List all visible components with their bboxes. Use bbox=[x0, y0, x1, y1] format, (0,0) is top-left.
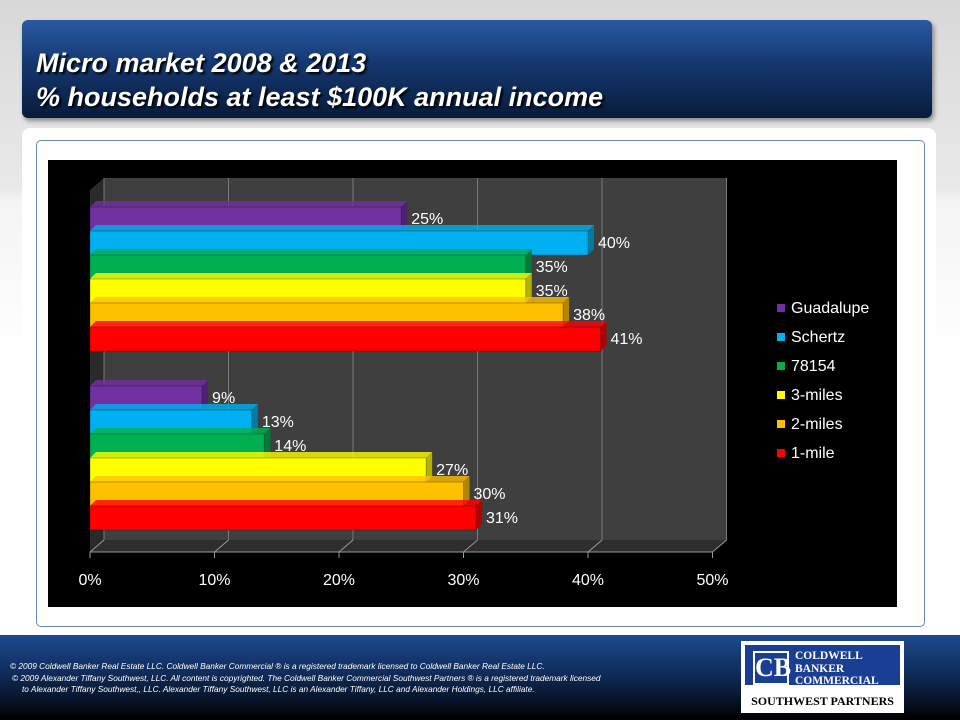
bar-1-mile bbox=[89, 505, 477, 531]
x-tick-label: 30% bbox=[447, 572, 479, 589]
bar-top bbox=[90, 225, 594, 231]
chart-area: 0% 10% 20% 30% 40% 50% 25% 40% 35% 35% 38% 41% 9% 13%… bbox=[48, 160, 897, 607]
cb-logo-icon: CB bbox=[753, 651, 791, 685]
gridline-floor bbox=[587, 539, 603, 553]
bar-side bbox=[202, 380, 209, 410]
footer-line-2: © 2009 Alexander Tiffany Southwest, LLC.… bbox=[12, 673, 601, 683]
bar-side bbox=[264, 428, 271, 458]
bar-1-mile bbox=[89, 326, 601, 352]
bar-top bbox=[90, 404, 258, 410]
title-line-1: Micro market 2008 & 2013 bbox=[36, 48, 367, 78]
gridline-floor bbox=[338, 539, 354, 553]
data-label: 31% bbox=[486, 510, 518, 527]
legend-swatch bbox=[777, 304, 785, 312]
bar-top bbox=[90, 476, 470, 482]
bar-side bbox=[525, 273, 532, 303]
bar-top bbox=[90, 249, 532, 255]
data-label: 14% bbox=[274, 438, 306, 455]
data-label: 30% bbox=[474, 486, 506, 503]
legend-label: Schertz bbox=[791, 329, 845, 346]
title-line-2: % households at least $100K annual incom… bbox=[36, 82, 604, 112]
gridline-floor bbox=[89, 539, 105, 553]
bar-top bbox=[90, 273, 532, 279]
legend-swatch bbox=[777, 449, 785, 457]
legend-label: 1-mile bbox=[791, 445, 835, 462]
data-label: 40% bbox=[598, 235, 630, 252]
footer-line-1: © 2009 Coldwell Banker Real Estate LLC. … bbox=[10, 661, 545, 671]
legend-swatch bbox=[777, 362, 785, 370]
bar-side bbox=[251, 404, 258, 434]
data-label: 41% bbox=[610, 331, 642, 348]
data-label: 35% bbox=[536, 283, 568, 300]
gridline-floor bbox=[214, 539, 229, 553]
gridline-floor bbox=[463, 539, 478, 553]
bar-top bbox=[90, 297, 570, 303]
legend-swatch bbox=[777, 420, 785, 428]
bar-side bbox=[475, 500, 482, 530]
gridline-floor bbox=[712, 539, 727, 553]
bar-side bbox=[588, 225, 594, 255]
data-label: 35% bbox=[536, 259, 568, 276]
x-tick-label: 50% bbox=[696, 572, 728, 589]
data-label: 27% bbox=[436, 462, 468, 479]
data-label: 25% bbox=[411, 211, 443, 228]
bar-side bbox=[426, 452, 433, 482]
x-tick-label: 20% bbox=[323, 572, 355, 589]
legend-label: 78154 bbox=[791, 358, 836, 375]
bar-top bbox=[90, 428, 271, 434]
legend-label: 3-miles bbox=[791, 387, 843, 404]
legend-swatch bbox=[777, 391, 785, 399]
x-tick-label: 40% bbox=[572, 572, 604, 589]
coldwell-banker-logo: CB COLDWELL BANKER COMMERCIAL bbox=[741, 641, 904, 689]
bar-side bbox=[401, 201, 408, 231]
bar-chart: 0% 10% 20% 30% 40% 50% 25% 40% 35% 35% 38% 41% 9% 13%… bbox=[78, 178, 869, 589]
bar-side bbox=[563, 297, 570, 327]
bar-top bbox=[90, 452, 433, 458]
bar-top bbox=[90, 321, 607, 327]
legend-label: Guadalupe bbox=[791, 300, 869, 317]
bar-top bbox=[90, 380, 209, 386]
legend-swatch bbox=[777, 333, 785, 341]
data-label: 13% bbox=[262, 414, 294, 431]
footer-line-3: to Alexander Tiffany Southwest,, LLC. Al… bbox=[22, 684, 535, 694]
x-tick-label: 10% bbox=[198, 572, 230, 589]
data-label: 9% bbox=[212, 390, 235, 407]
bar-top bbox=[90, 500, 482, 506]
bar-side bbox=[463, 476, 470, 506]
x-tick-label: 0% bbox=[78, 572, 101, 589]
legend-label: 2-miles bbox=[791, 416, 843, 433]
bar-top bbox=[90, 201, 408, 207]
bar-side bbox=[525, 249, 532, 279]
logo-subtitle: SOUTHWEST PARTNERS bbox=[741, 689, 904, 713]
data-label: 38% bbox=[573, 307, 605, 324]
bar-side bbox=[600, 321, 607, 351]
floor bbox=[90, 540, 727, 552]
title-bar: Micro market 2008 & 2013 % households at… bbox=[22, 20, 932, 118]
